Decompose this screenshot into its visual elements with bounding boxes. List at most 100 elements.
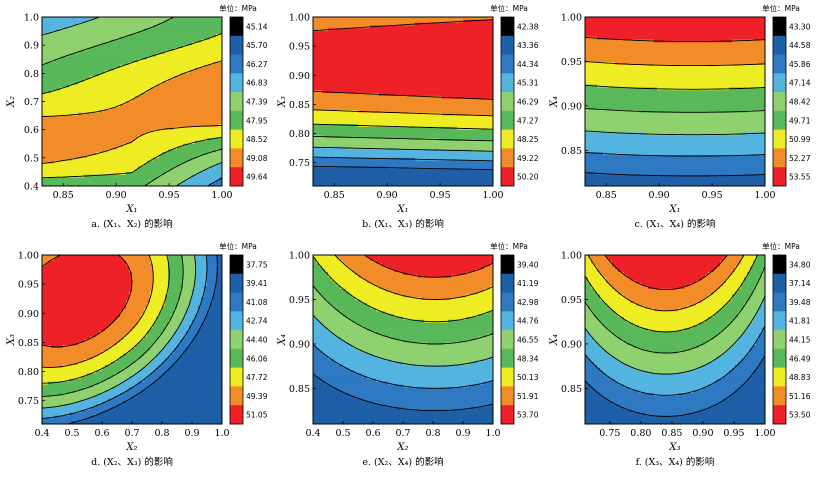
contour-cell: [171, 124, 175, 128]
contour-cell: [201, 171, 205, 176]
contour-cell: [373, 25, 377, 29]
contour-cell: [42, 174, 46, 179]
contour-cell: [78, 25, 82, 29]
contour-cell: [81, 81, 85, 86]
contour-cell: [201, 177, 205, 181]
contour-cell: [370, 31, 374, 35]
contour-cell: [57, 140, 61, 145]
contour-cell: [138, 169, 142, 173]
contour-cell: [328, 146, 332, 150]
contour-cell: [376, 126, 380, 131]
contour-cell: [165, 112, 169, 117]
contour-cell: [207, 129, 211, 134]
contour-cell: [216, 171, 220, 176]
contour-cell: [120, 53, 124, 58]
contour-cell: [177, 118, 181, 122]
contour-cell: [153, 101, 157, 105]
contour-cell: [90, 101, 94, 105]
contour-cell: [114, 70, 118, 74]
contour-cell: [129, 109, 133, 114]
contour-cell: [132, 76, 136, 80]
contour-cell: [96, 22, 100, 27]
contour-cell: [207, 104, 211, 108]
contour-cell: [195, 126, 199, 131]
contour-cell: [352, 101, 356, 105]
contour-cell: [48, 121, 52, 125]
contour-cell: [120, 174, 124, 179]
contour-cell: [346, 39, 350, 43]
contour-cell: [84, 169, 88, 173]
contour-cell: [90, 62, 94, 66]
contour-cell: [132, 47, 136, 52]
contour-cell: [66, 36, 70, 41]
contour-cell: [207, 157, 211, 162]
contour-cell: [180, 177, 184, 181]
contour-cell: [144, 53, 148, 58]
contour-cell: [141, 84, 145, 89]
contour-cell: [132, 62, 136, 66]
contour-cell: [376, 129, 380, 134]
contour-cell: [376, 160, 380, 165]
contour-cell: [328, 160, 332, 165]
contour-cell: [379, 47, 383, 52]
contour-cell: [105, 67, 109, 72]
contour-cell: [213, 81, 217, 86]
contour-cell: [346, 166, 350, 170]
contour-cell: [93, 132, 97, 136]
contour-cell: [174, 152, 178, 156]
contour-cell: [355, 138, 359, 142]
contour-cell: [186, 138, 190, 142]
contour-cell: [180, 163, 184, 167]
contour-cell: [162, 22, 166, 27]
contour-cell: [177, 19, 181, 24]
contour-cell: [213, 109, 217, 114]
contour-cell: [108, 101, 112, 105]
contour-cell: [90, 19, 94, 24]
contour-cell: [45, 45, 49, 49]
contour-cell: [171, 138, 175, 142]
contour-cell: [334, 87, 338, 91]
contour-cell: [156, 107, 160, 111]
contour-cell: [102, 56, 106, 60]
contour-cell: [337, 126, 341, 131]
contour-cell: [120, 39, 124, 43]
contour-cell: [177, 132, 181, 136]
contour-cell: [75, 45, 79, 49]
contour-cell: [156, 50, 160, 55]
contour-cell: [364, 112, 368, 117]
contour-cell: [42, 140, 46, 145]
contour-cell: [343, 107, 347, 111]
contour-cell: [346, 42, 350, 46]
contour-cell: [42, 160, 46, 165]
contour-cell: [123, 155, 127, 159]
contour-cell: [132, 39, 136, 43]
contour-cell: [90, 152, 94, 156]
contour-cell: [340, 62, 344, 66]
contour-cell: [180, 56, 184, 60]
contour-cell: [216, 155, 220, 159]
contour-cell: [322, 67, 326, 72]
contour-cell: [174, 129, 178, 134]
contour-cell: [358, 87, 362, 91]
contour-cell: [349, 138, 353, 142]
contour-cell: [210, 28, 214, 32]
contour-cell: [45, 31, 49, 35]
contour-cell: [72, 121, 76, 125]
contour-cell: [93, 33, 97, 38]
contour-cell: [45, 135, 49, 139]
contour-cell: [159, 115, 163, 119]
contour-cell: [358, 180, 362, 184]
contour-cell: [66, 45, 70, 49]
contour-cell: [99, 56, 103, 60]
contour-cell: [165, 146, 169, 150]
contour-cell: [376, 45, 380, 49]
contour-cell: [57, 180, 61, 184]
contour-cell: [117, 163, 121, 167]
contour-cell: [331, 149, 335, 153]
contour-cell: [216, 104, 220, 108]
contour-cell: [180, 28, 184, 32]
contour-cell: [319, 78, 323, 83]
contour-cell: [316, 180, 320, 184]
contour-cell: [90, 28, 94, 32]
contour-cell: [337, 25, 341, 29]
